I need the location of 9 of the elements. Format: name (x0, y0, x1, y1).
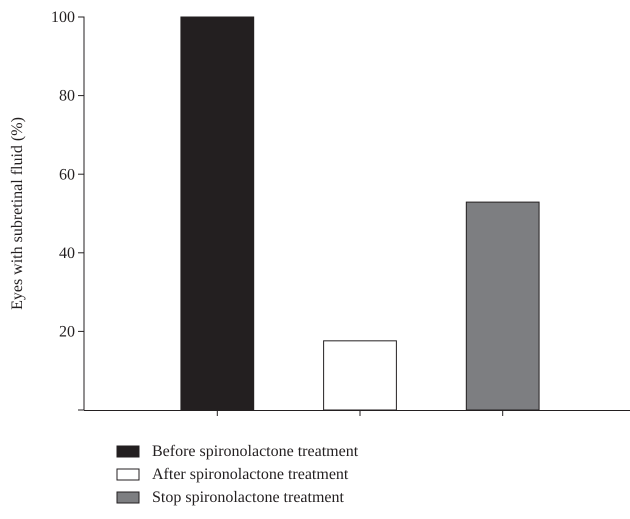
y-tick-label: 40 (59, 244, 75, 262)
legend-label: Stop spironolactone treatment (152, 489, 345, 506)
y-tick-label: 80 (59, 88, 75, 105)
legend-label: After spironolactone treatment (152, 466, 349, 483)
y-axis-title: Eyes with subretinal fluid (%) (9, 117, 26, 310)
y-tick-label: 60 (59, 166, 75, 184)
legend-label: Before spironolactone treatment (152, 443, 359, 460)
y-tick-label: 20 (59, 324, 75, 341)
y-tick-label: 100 (51, 9, 75, 26)
